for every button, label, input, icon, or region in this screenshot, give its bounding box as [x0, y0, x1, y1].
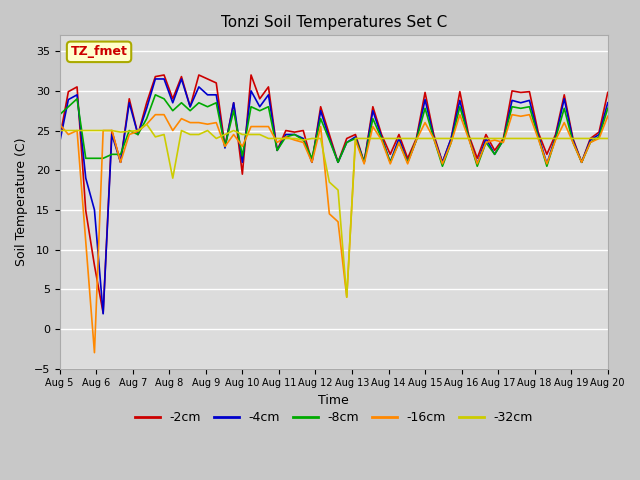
Legend: -2cm, -4cm, -8cm, -16cm, -32cm: -2cm, -4cm, -8cm, -16cm, -32cm [129, 406, 538, 429]
Text: TZ_fmet: TZ_fmet [70, 45, 127, 59]
X-axis label: Time: Time [318, 394, 349, 407]
Y-axis label: Soil Temperature (C): Soil Temperature (C) [15, 138, 28, 266]
Title: Tonzi Soil Temperatures Set C: Tonzi Soil Temperatures Set C [221, 15, 447, 30]
